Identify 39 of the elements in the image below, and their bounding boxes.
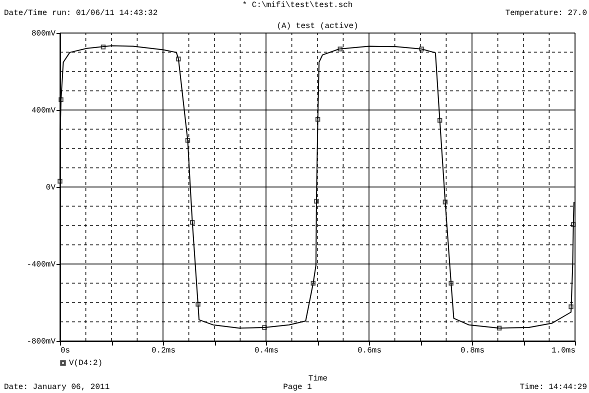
- y-tick-label: 800mV: [31, 30, 56, 38]
- point: [570, 222, 576, 227]
- point: [448, 280, 454, 286]
- point: [338, 46, 343, 52]
- y-tick-label: -400mV: [26, 260, 56, 270]
- y-tick-label: -800mV: [26, 338, 56, 346]
- text: Page 1: [283, 383, 312, 392]
- x-tick-label: 0.8ms: [460, 346, 485, 356]
- y-tick-label: 400mV: [31, 106, 56, 116]
- point: [262, 325, 267, 330]
- point: [196, 302, 200, 307]
- point: [442, 200, 448, 204]
- point: [185, 138, 190, 143]
- text: Temperature: 27.0: [505, 9, 588, 18]
- point: [496, 326, 502, 330]
- point: [437, 118, 442, 123]
- point: [314, 198, 319, 204]
- point: [58, 97, 64, 102]
- point: [58, 178, 62, 184]
- text: * C:\mifi\test\test.sch: [242, 1, 353, 10]
- legend-label: V(D4:2): [69, 359, 103, 368]
- text: Time: 14:44:29: [520, 383, 588, 392]
- point: [568, 304, 574, 310]
- x-tick-label: 0.6ms: [357, 346, 382, 356]
- point: [100, 44, 106, 50]
- text: Date/Time run: 01/06/11 14:43:32: [4, 9, 158, 18]
- point: [310, 280, 316, 286]
- x-tick-label: 0.4ms: [254, 346, 279, 356]
- x-axis-title: Time: [308, 374, 328, 384]
- x-tick-label: 1.0ms: [551, 346, 576, 356]
- point: [190, 220, 195, 225]
- x-tick-label: 0.2ms: [151, 346, 176, 356]
- point: [419, 46, 424, 52]
- text: Date: January 06, 2011: [4, 383, 110, 392]
- x-tick-label: 0s: [60, 346, 70, 356]
- point: [315, 117, 320, 122]
- chart-title: (A) test (active): [276, 22, 358, 31]
- y-tick-label: 0V: [46, 184, 56, 192]
- point: [176, 56, 181, 62]
